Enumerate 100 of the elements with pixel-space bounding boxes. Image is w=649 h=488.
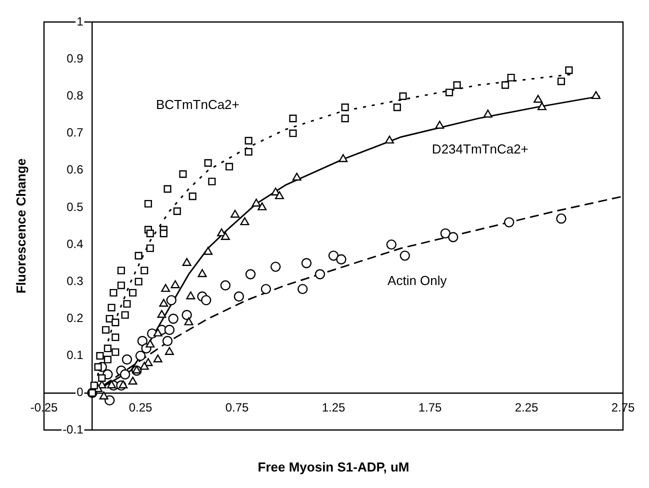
point	[384, 136, 394, 144]
point	[184, 317, 194, 326]
point	[453, 81, 461, 89]
point	[591, 91, 600, 100]
point	[501, 81, 510, 89]
point	[483, 110, 492, 118]
point	[146, 340, 155, 348]
text: BCTmTnCa2+	[156, 97, 240, 112]
point	[166, 295, 176, 306]
y-tick-label: 0.8	[66, 88, 84, 102]
y-tick-label: -0.1	[62, 422, 84, 436]
point	[120, 369, 130, 380]
y-axis-title: Fluorescence Change	[14, 158, 29, 294]
point	[220, 280, 231, 290]
y-tick-label: 0.9	[66, 51, 84, 66]
point	[208, 178, 216, 186]
point	[198, 269, 207, 278]
point	[128, 376, 138, 385]
point	[204, 246, 213, 255]
point	[168, 314, 178, 324]
y-tick-label: 0.1	[66, 348, 84, 362]
point	[108, 304, 116, 312]
point	[123, 300, 131, 308]
point	[157, 310, 166, 318]
point	[134, 252, 142, 260]
point	[448, 232, 458, 242]
point	[164, 185, 172, 193]
point	[244, 136, 252, 144]
point	[204, 159, 212, 167]
x-tick-label: 1.25	[322, 400, 346, 414]
point	[557, 78, 566, 86]
point	[129, 288, 137, 297]
x-tick-label: 0.25	[128, 400, 152, 414]
point	[220, 232, 230, 240]
point	[135, 350, 146, 361]
point	[399, 92, 407, 100]
point	[341, 104, 349, 112]
point	[122, 354, 132, 365]
point	[245, 269, 256, 280]
point	[188, 192, 196, 200]
point	[270, 262, 281, 272]
point	[134, 278, 142, 286]
point	[556, 213, 566, 224]
point	[170, 280, 180, 288]
point	[393, 104, 401, 112]
point	[289, 114, 297, 122]
point	[504, 217, 514, 228]
point	[104, 344, 112, 352]
point	[117, 266, 125, 274]
point	[260, 284, 272, 294]
y-tick-label: 0	[76, 385, 84, 400]
point	[112, 318, 120, 326]
point	[121, 311, 129, 319]
point	[244, 148, 252, 156]
point	[240, 217, 250, 226]
point	[153, 328, 162, 336]
point	[386, 239, 396, 250]
point	[118, 380, 128, 388]
point	[146, 244, 154, 252]
point	[137, 336, 148, 346]
x-tick-label: 1.75	[418, 400, 442, 414]
point	[440, 228, 451, 239]
point	[446, 88, 454, 96]
x-axis-title: Free Myosin S1-ADP, uM	[258, 460, 410, 475]
point	[507, 74, 515, 82]
point	[435, 120, 444, 129]
point	[314, 269, 326, 280]
point	[336, 254, 346, 264]
point	[338, 154, 348, 162]
point	[161, 284, 170, 292]
point	[144, 200, 152, 208]
point	[94, 363, 102, 371]
point	[164, 347, 174, 355]
point	[140, 266, 148, 274]
y-tick-label: 0.6	[66, 162, 84, 177]
series-label: Actin Only	[388, 273, 448, 288]
point	[90, 382, 98, 390]
point	[182, 258, 192, 266]
point	[400, 250, 410, 261]
point	[117, 282, 125, 290]
y-tick-label: 0.5	[66, 200, 84, 214]
point	[110, 288, 118, 297]
point	[230, 210, 240, 218]
point	[164, 324, 175, 335]
y-tick-label: 1	[76, 14, 84, 28]
point	[328, 250, 339, 261]
point	[298, 284, 308, 294]
point	[96, 352, 104, 360]
point	[102, 326, 110, 334]
point	[274, 191, 284, 200]
point	[234, 291, 244, 302]
y-tick-label: 0.2	[66, 311, 84, 326]
point	[159, 298, 168, 307]
point	[565, 66, 573, 74]
point	[341, 114, 349, 122]
point	[179, 170, 187, 178]
point	[146, 230, 154, 238]
point	[173, 207, 181, 215]
point	[258, 202, 267, 210]
point	[226, 162, 234, 170]
